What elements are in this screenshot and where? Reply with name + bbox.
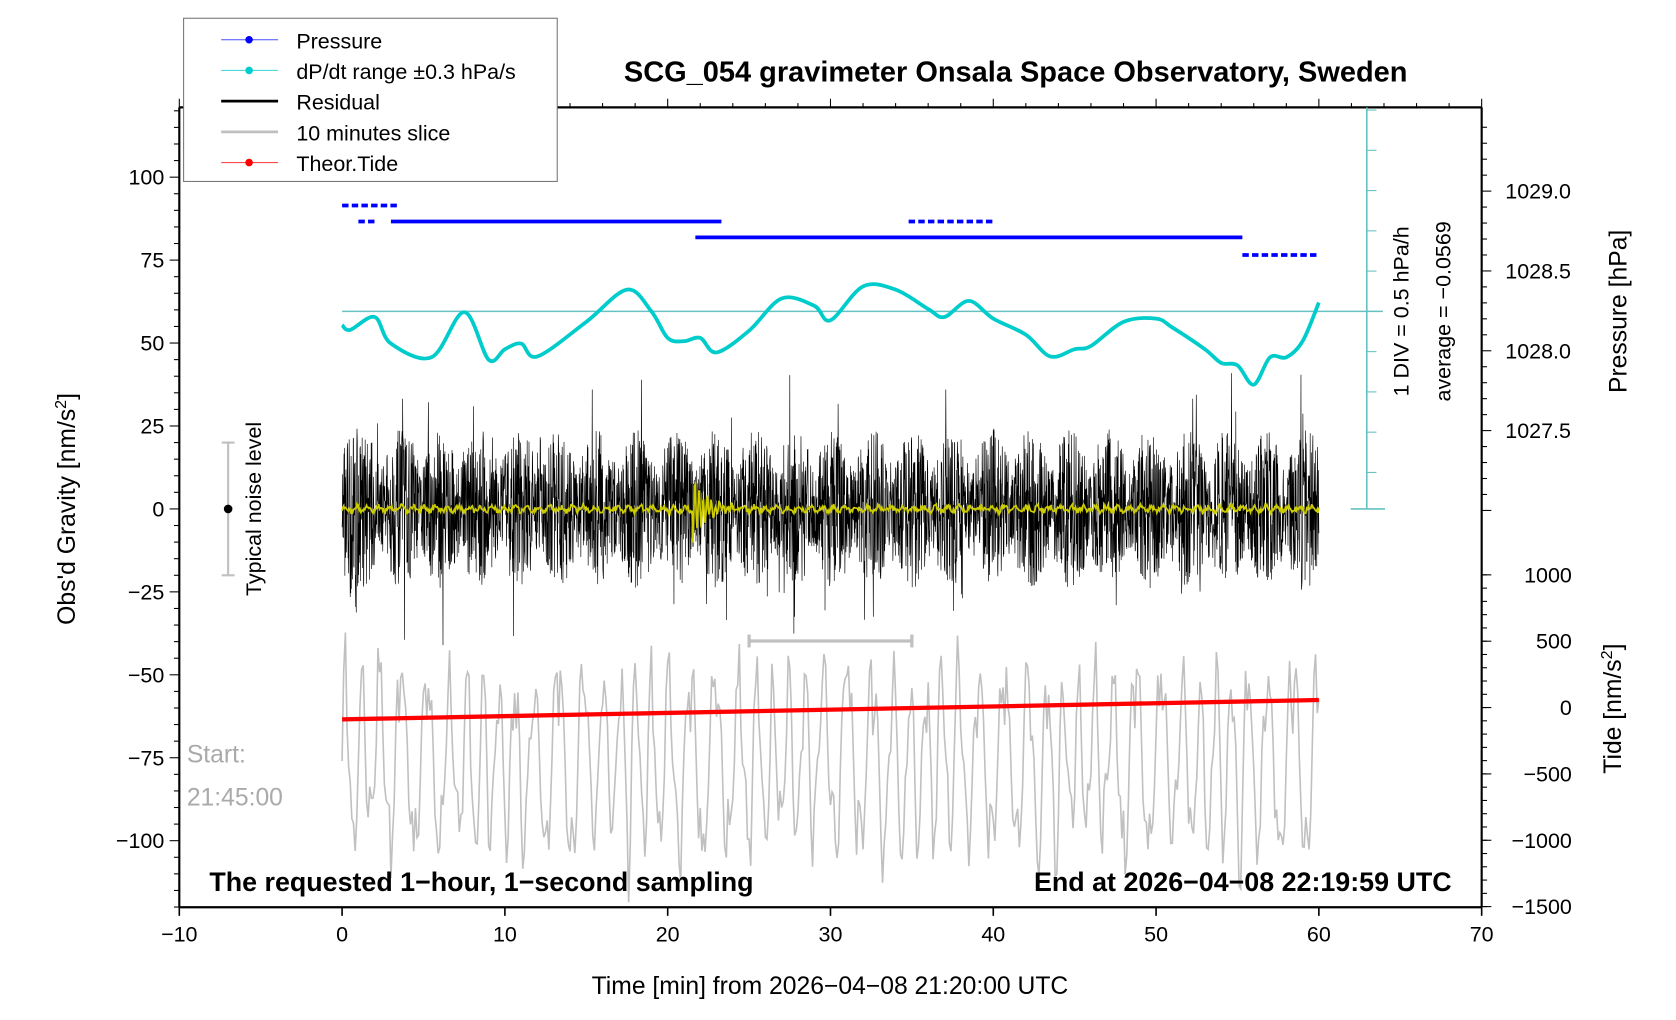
y-tide-tick-label: −1000 <box>1512 829 1572 853</box>
y-tide-label-main: Tide [nm/s <box>1600 659 1627 773</box>
x-tick-label: 30 <box>819 923 843 947</box>
x-tick-label: 0 <box>336 923 348 947</box>
bottom-right-note: End at 2026−04−08 22:19:59 UTC <box>1034 867 1452 897</box>
noise-level-label: Typical noise level <box>242 422 266 596</box>
y-pressure-tick-label: 1028.0 <box>1505 339 1571 363</box>
average-note: average = −0.0569 <box>1432 221 1456 401</box>
y-left-tick-label: 0 <box>152 497 164 521</box>
y-pressure-tick-label: 1027.5 <box>1505 419 1571 443</box>
y-left-label-sup: 2 <box>52 400 70 409</box>
y-tide-axis-label: Tide [nm/s2] <box>1598 644 1627 774</box>
y-left-tick-label: 100 <box>128 166 164 190</box>
y-left-tick-label: −50 <box>128 663 164 687</box>
y-left-label-main: Obs'd Gravity [nm/s <box>54 409 81 625</box>
y-pressure-tick-label: 1028.5 <box>1505 259 1571 283</box>
y-left-tick-label: −25 <box>128 580 164 604</box>
y-pressure-tick-label: 1029.0 <box>1505 180 1571 204</box>
y-left-axis-label: Obs'd Gravity [nm/s2] <box>52 393 81 625</box>
plot-area <box>221 203 1383 903</box>
y-tide-tick-label: −500 <box>1523 762 1571 786</box>
legend-marker <box>245 158 253 167</box>
chart-title: SCG_054 gravimeter Onsala Space Observat… <box>624 57 1408 89</box>
y-tide-tick-label: 500 <box>1536 630 1572 654</box>
x-tick-label: 20 <box>656 923 680 947</box>
y-tide-label-sup: 2 <box>1598 650 1616 659</box>
legend: Pressure dP/dt range ±0.3 hPa/s Residual 10… <box>183 17 558 182</box>
x-tick-label: 50 <box>1144 923 1168 947</box>
y-left-tick-label: 75 <box>140 249 164 273</box>
div-note: 1 DIV = 0.5 hPa/h <box>1390 226 1414 396</box>
x-tick-label: 10 <box>493 923 517 947</box>
legend-marker <box>245 35 253 44</box>
legend-label: Theor.Tide <box>296 152 398 176</box>
x-tick-label: 40 <box>981 923 1005 947</box>
y-left-tick-label: −100 <box>116 829 164 853</box>
legend-label: dP/dt range ±0.3 hPa/s <box>296 60 515 84</box>
start-time: 21:45:00 <box>187 784 283 811</box>
y-tide-tick-label: 1000 <box>1524 563 1572 587</box>
x-tick-label: 70 <box>1470 923 1494 947</box>
y-left-tick-label: 25 <box>140 415 164 439</box>
y-tide-tick-label: 0 <box>1560 696 1572 720</box>
noise-level-dot <box>223 504 233 514</box>
y-left-tick-label: 50 <box>140 332 164 356</box>
y-tide-label-close: ] <box>1600 644 1627 651</box>
slice-line <box>341 632 1320 903</box>
y-tide-tick-label: −1500 <box>1512 895 1572 919</box>
y-left-tick-label: −75 <box>128 746 164 770</box>
tide-line <box>342 697 1319 722</box>
legend-label: 10 minutes slice <box>296 121 450 145</box>
legend-marker <box>245 66 253 75</box>
bottom-left-note: The requested 1−hour, 1−second sampling <box>209 867 753 897</box>
residual-line <box>341 373 1320 646</box>
y-left-label-close: ] <box>54 393 81 400</box>
x-axis-label: Time [min] from 2026−04−08 21:20:00 UTC <box>592 973 1069 1000</box>
y-pressure-axis-label: Pressure [hPa] <box>1606 230 1633 393</box>
x-tick-label: −10 <box>161 923 197 947</box>
dpdt-line <box>340 282 1321 387</box>
legend-label: Residual <box>296 91 380 115</box>
x-tick-label: 60 <box>1307 923 1331 947</box>
legend-label: Pressure <box>296 29 382 53</box>
start-label: Start: <box>187 741 246 768</box>
filtered-residual-line <box>341 480 1320 543</box>
axes: −10 0 10 20 30 40 50 60 70−100−75−50−25025507510… <box>116 98 1572 947</box>
